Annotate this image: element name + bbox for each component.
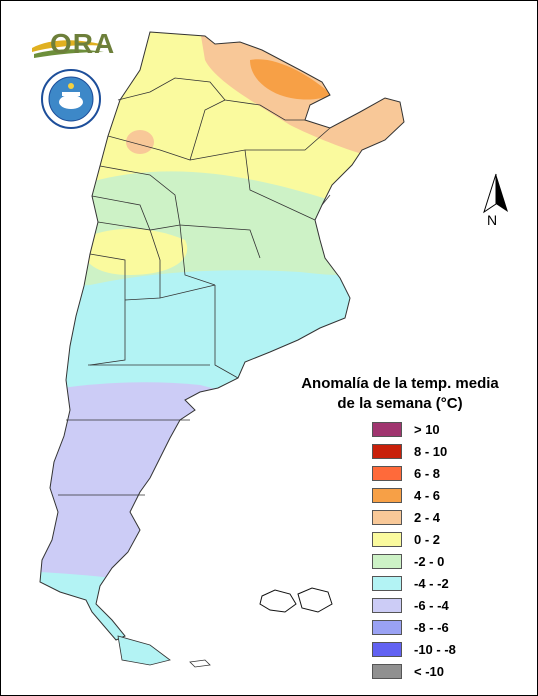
legend-item: -4 - -2 xyxy=(372,572,456,594)
legend-label: -2 - 0 xyxy=(414,553,445,569)
ora-logo-icon xyxy=(32,40,108,58)
legend-label: < -10 xyxy=(414,663,444,679)
legend-label: -4 - -2 xyxy=(414,575,449,591)
legend-label: 4 - 6 xyxy=(414,487,441,503)
legend-label: -6 - -4 xyxy=(414,597,449,613)
legend-title: Anomalía de la temp. media de la semana … xyxy=(280,374,520,414)
legend-item: -6 - -4 xyxy=(372,594,456,616)
north-label: N xyxy=(487,212,498,228)
legend-item: -8 - -6 xyxy=(372,616,456,638)
legend-item: 6 - 8 xyxy=(372,462,456,484)
legend-label: 6 - 8 xyxy=(414,465,441,481)
legend-swatch xyxy=(372,487,402,503)
ora-logo-text: ORA xyxy=(50,28,116,59)
legend-swatch xyxy=(372,641,402,657)
legend-title-line1: Anomalía de la temp. media xyxy=(301,375,499,392)
legend-swatch xyxy=(372,531,402,547)
legend-label: > 10 xyxy=(414,421,440,437)
legend-item: < -10 xyxy=(372,660,456,682)
legend-swatch xyxy=(372,421,402,437)
legend-item: 4 - 6 xyxy=(372,484,456,506)
legend-item: 0 - 2 xyxy=(372,528,456,550)
legend-label: -8 - -6 xyxy=(414,619,449,635)
legend-item: -10 - -8 xyxy=(372,638,456,660)
legend-item: > 10 xyxy=(372,418,456,440)
north-arrow-icon xyxy=(483,173,508,214)
legend-swatch xyxy=(372,575,402,591)
legend-swatch xyxy=(372,553,402,569)
legend-item: -2 - 0 xyxy=(372,550,456,572)
legend-swatch xyxy=(372,465,402,481)
legend: > 10 8 - 10 6 - 8 4 - 6 2 - 4 0 - 2 -2 - 0 -4 -… xyxy=(372,418,456,682)
legend-title-line2: de la semana (°C) xyxy=(337,395,463,412)
legend-label: -10 - -8 xyxy=(414,641,456,657)
legend-item: 2 - 4 xyxy=(372,506,456,528)
legend-swatch xyxy=(372,597,402,613)
legend-swatch xyxy=(372,663,402,679)
legend-swatch xyxy=(372,509,402,525)
legend-item: 8 - 10 xyxy=(372,440,456,462)
legend-label: 2 - 4 xyxy=(414,509,441,525)
legend-swatch xyxy=(372,443,402,459)
legend-label: 8 - 10 xyxy=(414,443,448,459)
smn-seal-icon xyxy=(41,69,101,129)
legend-swatch xyxy=(372,619,402,635)
legend-label: 0 - 2 xyxy=(414,531,441,547)
